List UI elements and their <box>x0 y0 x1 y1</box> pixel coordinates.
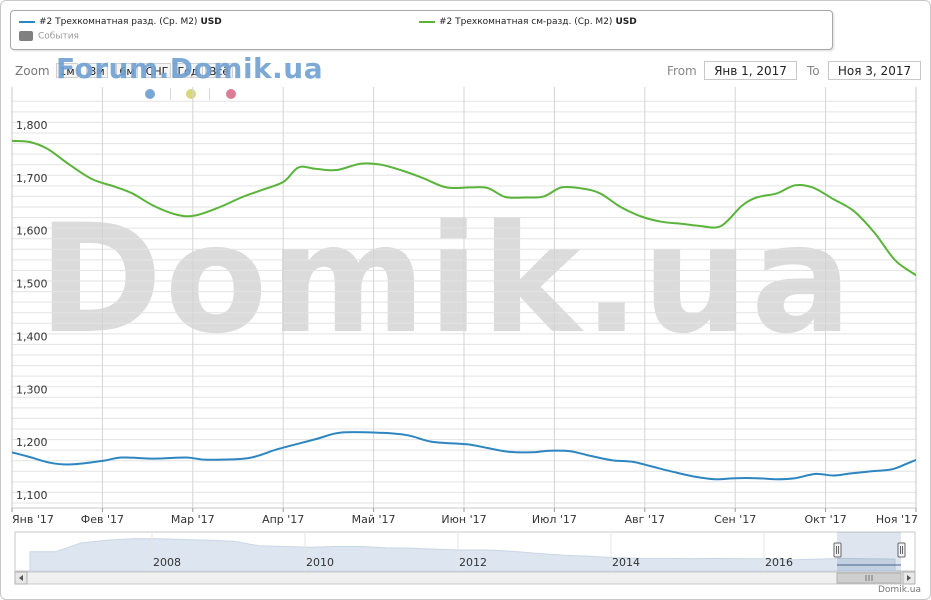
legend-unit-series-1: USD <box>200 17 222 27</box>
series-line-1 <box>12 431 916 481</box>
x-tick-label: Окт '17 <box>804 513 846 526</box>
x-tick-label: Ноя '17 <box>876 513 918 526</box>
to-date-input[interactable]: Ноя 3, 2017 <box>828 61 921 80</box>
y-tick-label: 1,100 <box>16 489 48 502</box>
zoom-button-all[interactable]: Всё <box>205 63 233 78</box>
zoom-button-ytd[interactable]: СНГ <box>143 63 171 78</box>
navigator-year-label: 2014 <box>612 556 640 569</box>
x-axis: Янв '17 Фев '17 Мар '17 Апр '17 Май '17 Июн '… <box>11 508 918 526</box>
zoom-button-1m[interactable]: 1м <box>56 63 78 78</box>
legend-item-events[interactable]: События <box>19 31 79 42</box>
legend-item-series-2[interactable]: #2 Трехкомнатная см-разд. (Ср. M2) USD <box>419 17 637 27</box>
series-line-2 <box>12 139 916 277</box>
navigator-year-label: 2012 <box>459 556 487 569</box>
zoom-button-year[interactable]: Год <box>173 63 203 78</box>
navigator-year-label: 2016 <box>765 556 793 569</box>
from-date-input[interactable]: Янв 1, 2017 <box>704 61 797 80</box>
to-label: To <box>807 64 820 78</box>
y-tick-label: 1,200 <box>16 436 48 449</box>
x-tick-label: Фев '17 <box>81 513 124 526</box>
zoom-button-6m[interactable]: 6м <box>116 63 138 78</box>
y-tick-label: 1,300 <box>16 383 48 396</box>
legend-swatch-series-2 <box>419 20 435 23</box>
zoom-label: Zoom <box>15 64 50 78</box>
x-tick-label: Авг '17 <box>625 513 665 526</box>
credit-label: Domik.ua <box>878 585 921 595</box>
series-layer <box>12 139 916 481</box>
legend-label-events: События <box>38 31 79 42</box>
y-tick-label: 1,800 <box>16 119 48 132</box>
x-tick-label: Июл '17 <box>532 513 577 526</box>
navigator-scrollbar-track <box>14 571 916 585</box>
y-tick-label: 1,700 <box>16 172 48 185</box>
x-tick-label: Апр '17 <box>262 513 304 526</box>
y-tick-label: 1,500 <box>16 278 48 291</box>
grid <box>11 87 917 509</box>
event-marker-2[interactable] <box>186 89 196 99</box>
event-separator-2 <box>209 88 210 100</box>
navigator-year-label: 2010 <box>306 556 334 569</box>
event-marker-3[interactable] <box>226 89 236 99</box>
zoom-button-3m[interactable]: 3м <box>86 63 108 78</box>
legend: #2 Трехкомнатная разд. (Ср. M2) USD #2 Тр… <box>10 10 833 50</box>
legend-swatch-series-1 <box>19 20 35 23</box>
legend-unit-series-2: USD <box>615 17 637 27</box>
navigator[interactable]: 2008 2010 2012 2014 2016 <box>14 531 916 585</box>
event-separator-1 <box>170 88 171 100</box>
y-tick-label: 1,600 <box>16 225 48 238</box>
scroll-left-arrow-icon <box>19 575 23 581</box>
legend-label-series-1: #2 Трехкомнатная разд. (Ср. M2) <box>39 17 198 27</box>
navigator-handle-right <box>897 542 906 558</box>
y-tick-label: 1,400 <box>16 330 48 343</box>
legend-item-series-1[interactable]: #2 Трехкомнатная разд. (Ср. M2) USD <box>19 17 222 27</box>
navigator-year-label: 2008 <box>153 556 181 569</box>
scroll-right-arrow-icon <box>907 575 911 581</box>
x-tick-label: Янв '17 <box>12 513 54 526</box>
legend-label-series-2: #2 Трехкомнатная см-разд. (Ср. M2) <box>439 17 613 27</box>
event-marker-1[interactable] <box>145 89 155 99</box>
from-label: From <box>667 64 697 78</box>
x-tick-label: Май '17 <box>352 513 396 526</box>
x-tick-label: Мар '17 <box>171 513 215 526</box>
x-tick-label: Июн '17 <box>441 513 486 526</box>
navigator-handle-left <box>833 542 842 558</box>
domik-watermark: Domik.ua <box>38 193 855 367</box>
y-axis: 1,100 1,200 1,300 1,400 1,500 1,600 1,700 1,800 <box>16 119 48 502</box>
x-tick-label: Сен '17 <box>714 513 756 526</box>
navigator-area <box>29 538 896 572</box>
events-swatch <box>19 31 33 41</box>
forum-watermark: Forum.Domik.ua <box>56 52 324 85</box>
